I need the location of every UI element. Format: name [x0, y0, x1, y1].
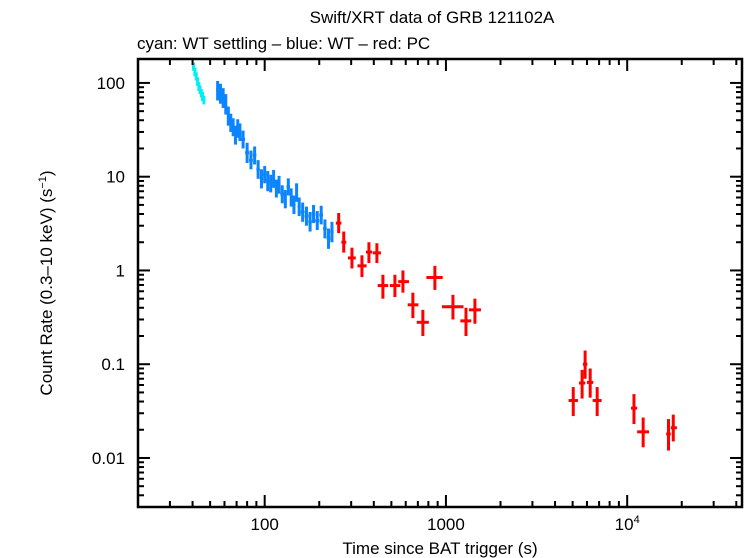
data-point	[259, 169, 264, 189]
series-wt-settling	[192, 62, 206, 105]
data-point	[341, 231, 347, 253]
data-point	[300, 202, 305, 222]
data-point	[315, 211, 320, 231]
data-point	[216, 80, 220, 101]
data-point	[272, 169, 276, 188]
data-point	[389, 274, 401, 298]
data-point	[226, 106, 230, 126]
tick-labels: 100 1000 104 100 10 1 0.1 0.01	[92, 74, 640, 534]
x-axis-label: Time since BAT trigger (s)	[342, 539, 537, 558]
data-point	[274, 179, 278, 198]
data-point	[323, 219, 327, 239]
x-tick-label: 100	[250, 515, 278, 534]
data-point	[221, 88, 225, 109]
data-point	[263, 166, 267, 184]
data-point	[372, 243, 381, 264]
x-tick-label: 1000	[427, 515, 465, 534]
data-point	[416, 309, 429, 336]
y-tick-label: 10	[106, 168, 125, 187]
data-point	[426, 265, 443, 290]
data-point	[283, 190, 287, 209]
data-point	[637, 417, 650, 448]
x-tick-label: 104	[615, 514, 640, 534]
data-point	[592, 387, 602, 417]
series-pc	[335, 212, 677, 451]
data-point	[245, 142, 250, 163]
data-point	[441, 294, 464, 320]
data-point	[330, 221, 334, 243]
chart-subtitle: cyan: WT settling – blue: WT – red: PC	[137, 34, 430, 53]
data-point	[277, 175, 281, 194]
data-point	[319, 205, 324, 225]
data-point	[224, 94, 228, 115]
data-point	[347, 247, 356, 269]
data-point	[308, 212, 312, 232]
y-tick-label: 0.1	[101, 355, 125, 374]
data-point	[631, 394, 638, 425]
data-point	[670, 414, 677, 442]
data-point	[326, 228, 331, 249]
data-point	[578, 369, 586, 399]
data-point	[229, 113, 233, 132]
ticks-layer	[137, 59, 742, 508]
data-point	[231, 118, 235, 137]
y-tick-label: 100	[97, 74, 125, 93]
data-point	[292, 195, 296, 215]
data-point	[407, 292, 419, 319]
data-point	[357, 255, 367, 278]
data-point	[398, 270, 409, 293]
data-point	[286, 178, 291, 196]
y-axis-label-sup: −1	[37, 176, 49, 189]
data-point	[468, 298, 481, 324]
data-point	[377, 274, 389, 299]
data-point	[269, 174, 273, 193]
data-point	[311, 204, 316, 224]
data-point	[582, 350, 588, 379]
data-point	[666, 419, 671, 451]
data-point	[249, 150, 253, 170]
data-point	[295, 183, 299, 202]
data-point	[586, 368, 594, 398]
data-point	[335, 212, 342, 234]
x-tick-label-exponent: 4	[634, 514, 640, 526]
y-axis-label: Count Rate (0.3–10 keV) (s−1)	[37, 170, 56, 395]
data-point	[202, 95, 206, 105]
data-point	[280, 185, 285, 204]
data-point	[460, 307, 472, 336]
y-axis-label-main: Count Rate (0.3–10 keV) (s	[37, 189, 56, 396]
data-point	[365, 242, 373, 264]
y-tick-label: 1	[116, 261, 125, 280]
data-point	[266, 171, 270, 192]
data-point	[218, 83, 222, 104]
data-point	[238, 123, 242, 142]
series-wt	[216, 80, 334, 249]
chart-title: Swift/XRT data of GRB 121102A	[310, 8, 555, 27]
plot-frame	[136, 57, 744, 509]
data-point	[256, 160, 260, 179]
data-point	[297, 197, 301, 217]
data-point	[304, 206, 309, 226]
data-point	[252, 146, 257, 165]
y-tick-label: 0.01	[92, 449, 125, 468]
data-point	[240, 130, 246, 149]
series-layer	[192, 62, 677, 451]
data-point	[568, 387, 578, 417]
data-point	[289, 188, 293, 207]
